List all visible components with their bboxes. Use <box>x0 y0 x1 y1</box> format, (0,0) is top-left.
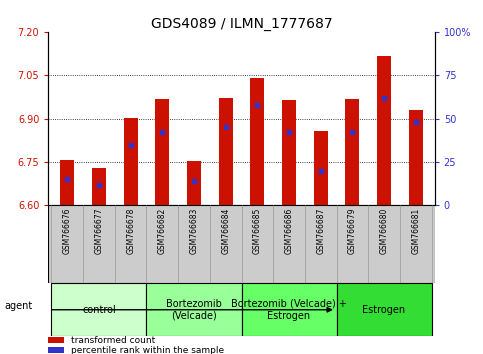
Bar <box>48 347 64 353</box>
Bar <box>409 110 423 205</box>
Bar <box>48 337 64 343</box>
Bar <box>187 161 201 205</box>
Text: GSM766677: GSM766677 <box>95 208 103 254</box>
Text: GSM766682: GSM766682 <box>158 208 167 254</box>
Bar <box>313 131 328 205</box>
Text: GSM766679: GSM766679 <box>348 208 357 254</box>
Bar <box>377 56 391 205</box>
Text: Bortezomib
(Velcade): Bortezomib (Velcade) <box>166 299 222 321</box>
Text: GSM766681: GSM766681 <box>411 208 420 254</box>
Text: control: control <box>82 305 116 315</box>
Text: GSM766683: GSM766683 <box>189 208 199 254</box>
Text: Estrogen: Estrogen <box>362 305 406 315</box>
Text: GSM766676: GSM766676 <box>63 208 72 254</box>
Text: GSM766686: GSM766686 <box>284 208 294 254</box>
Bar <box>282 99 296 205</box>
Bar <box>146 283 242 336</box>
Text: Bortezomib (Velcade) +
Estrogen: Bortezomib (Velcade) + Estrogen <box>231 299 347 321</box>
Text: agent: agent <box>5 301 33 311</box>
Text: GSM766685: GSM766685 <box>253 208 262 254</box>
Text: GSM766678: GSM766678 <box>126 208 135 254</box>
Text: percentile rank within the sample: percentile rank within the sample <box>71 346 225 354</box>
Bar <box>155 99 170 205</box>
Text: GSM766687: GSM766687 <box>316 208 325 254</box>
Bar <box>92 168 106 205</box>
Bar <box>60 160 74 205</box>
Text: transformed count: transformed count <box>71 336 156 345</box>
Text: GSM766684: GSM766684 <box>221 208 230 254</box>
Title: GDS4089 / ILMN_1777687: GDS4089 / ILMN_1777687 <box>151 17 332 31</box>
Bar <box>242 283 337 336</box>
Bar <box>250 78 265 205</box>
Text: GSM766680: GSM766680 <box>380 208 388 254</box>
Bar <box>337 283 431 336</box>
Bar <box>218 98 233 205</box>
Bar <box>52 283 146 336</box>
Bar <box>345 99 359 205</box>
Bar <box>124 118 138 205</box>
